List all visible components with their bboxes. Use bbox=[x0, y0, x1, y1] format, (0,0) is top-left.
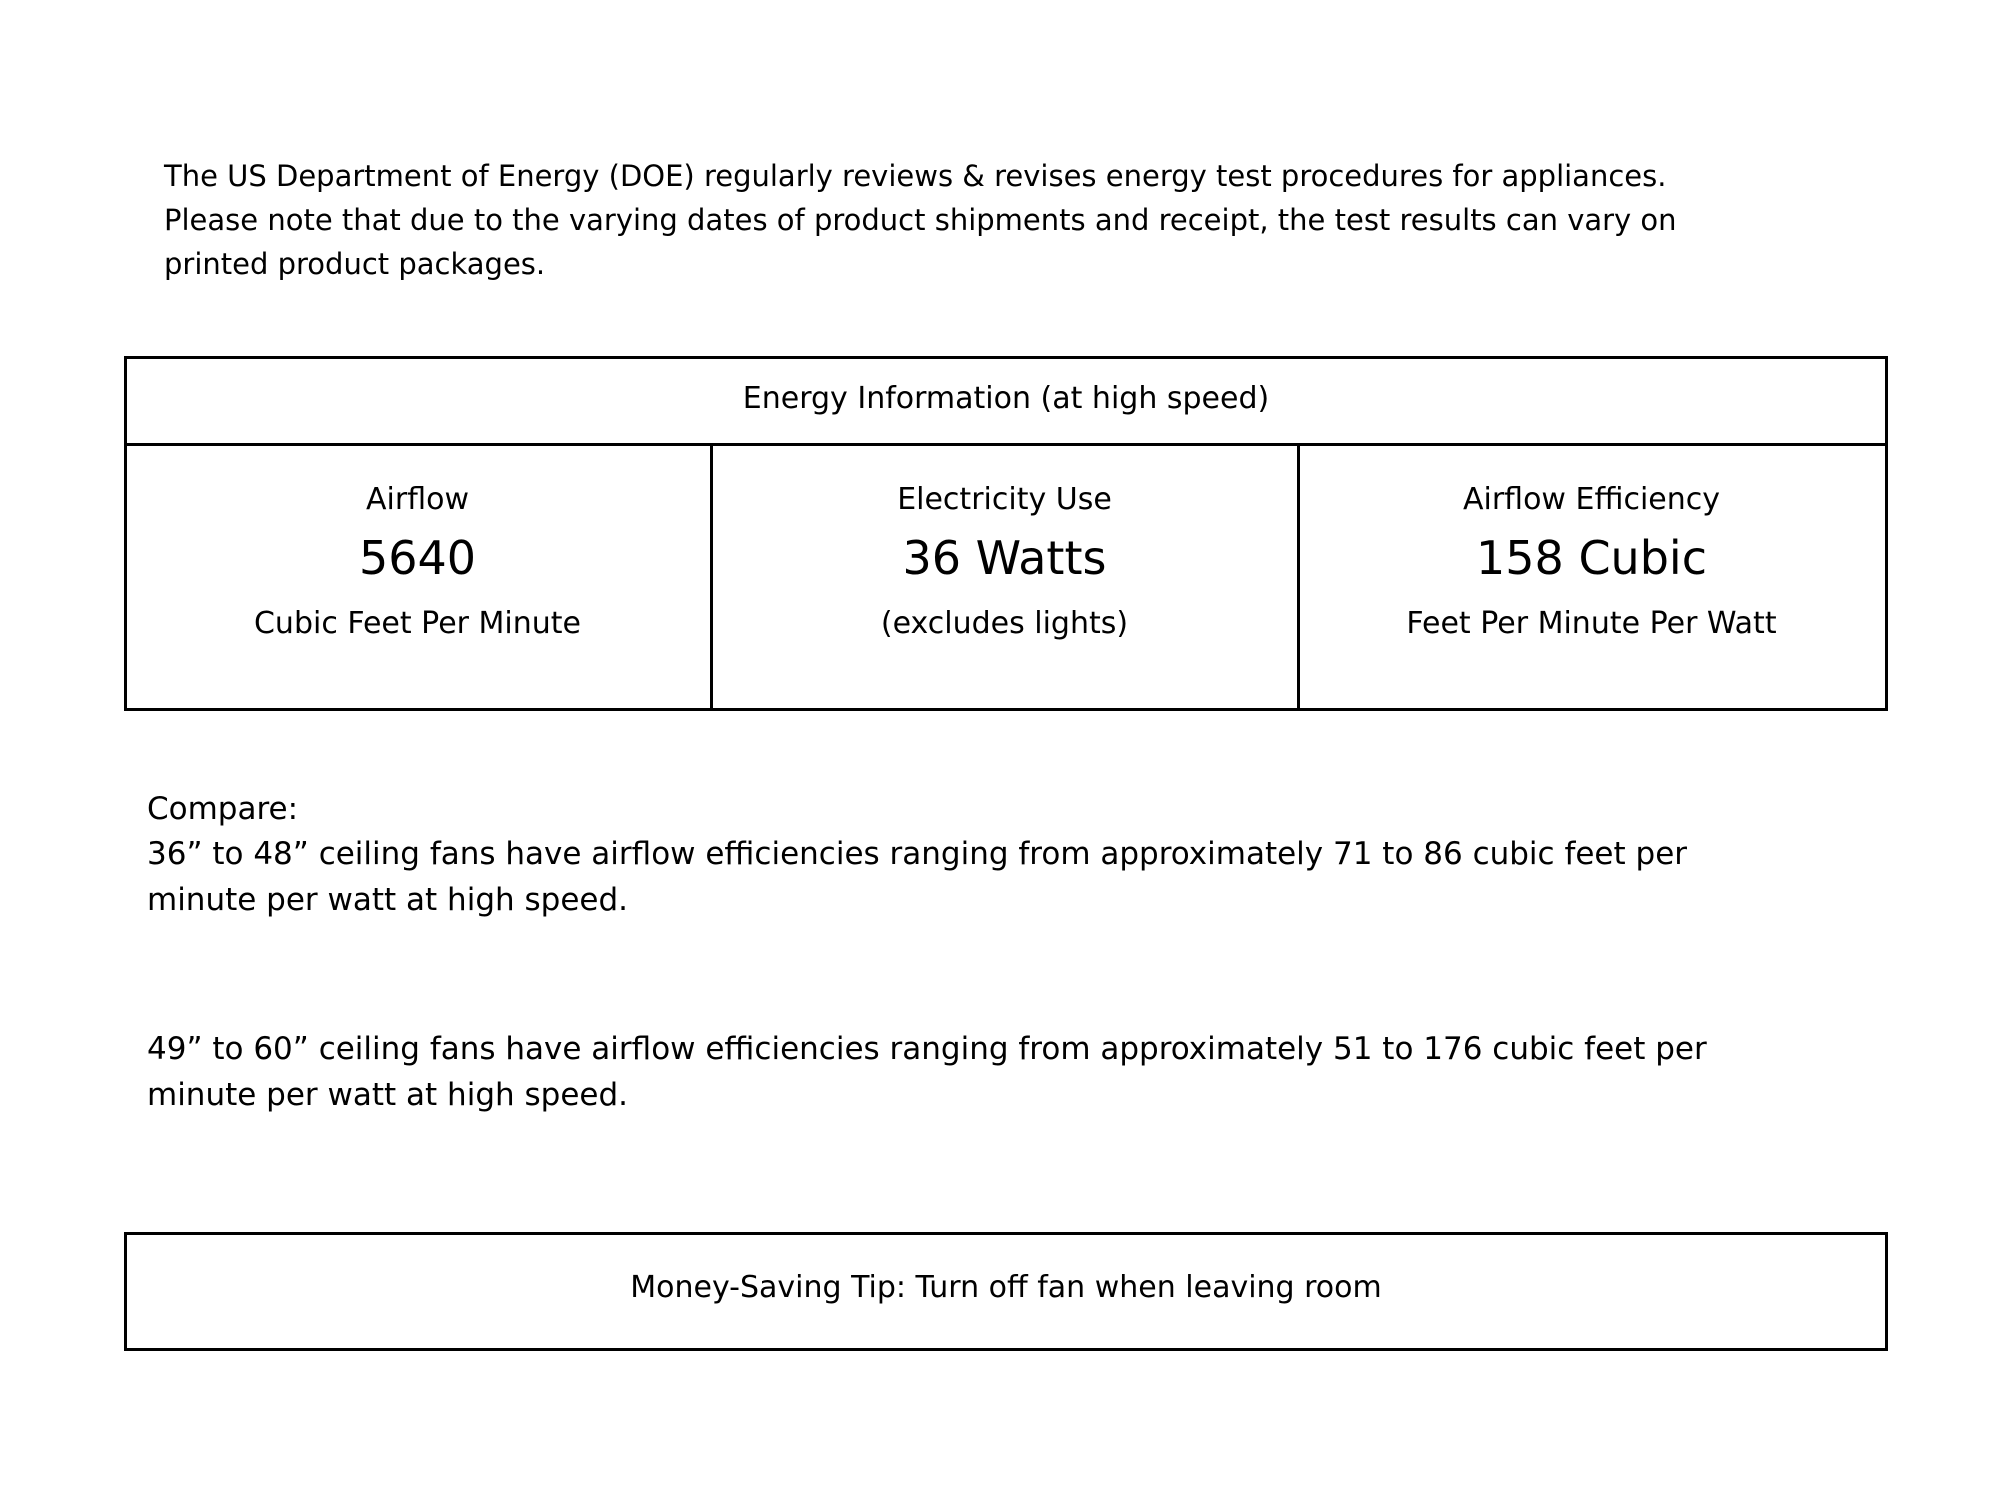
divider bbox=[710, 443, 713, 711]
cell-value: 36 Watts bbox=[902, 531, 1107, 585]
compare-heading: Compare: bbox=[147, 791, 299, 827]
energy-table bbox=[124, 356, 1888, 711]
cell-unit: Cubic Feet Per Minute bbox=[253, 606, 581, 641]
tip-box bbox=[124, 1232, 1888, 1351]
cell-label: Airflow bbox=[366, 482, 469, 517]
cell-unit: (excludes lights) bbox=[880, 606, 1129, 641]
tip-text: Money-Saving Tip: Turn off fan when leav… bbox=[630, 1270, 1382, 1305]
intro-line: Please note that due to the varying date… bbox=[164, 203, 1677, 237]
compare-line: minute per watt at high speed. bbox=[147, 882, 628, 918]
divider bbox=[124, 443, 1888, 446]
compare-line: 36” to 48” ceiling fans have airflow eff… bbox=[147, 836, 1688, 872]
divider bbox=[1297, 443, 1300, 711]
cell-value: 5640 bbox=[358, 531, 477, 585]
table-title: Energy Information (at high speed) bbox=[742, 381, 1270, 416]
cell-label: Electricity Use bbox=[897, 482, 1112, 517]
cell: Airflow Efficiency 158 Cubic Feet Per Mi… bbox=[1298, 445, 1885, 709]
cell-value: 158 Cubic bbox=[1476, 531, 1707, 585]
compare-line: 49” to 60” ceiling fans have airflow eff… bbox=[147, 1031, 1707, 1067]
compare-line: minute per watt at high speed. bbox=[147, 1077, 628, 1113]
intro-line: The US Department of Energy (DOE) regula… bbox=[164, 159, 1667, 193]
cell-label: Airflow Efficiency bbox=[1462, 482, 1721, 517]
intro-line: printed product packages. bbox=[164, 247, 546, 281]
cell: Electricity Use 36 Watts (excludes light… bbox=[711, 445, 1298, 709]
cell: Airflow 5640 Cubic Feet Per Minute bbox=[124, 445, 711, 709]
cell-unit: Feet Per Minute Per Watt bbox=[1406, 606, 1777, 641]
